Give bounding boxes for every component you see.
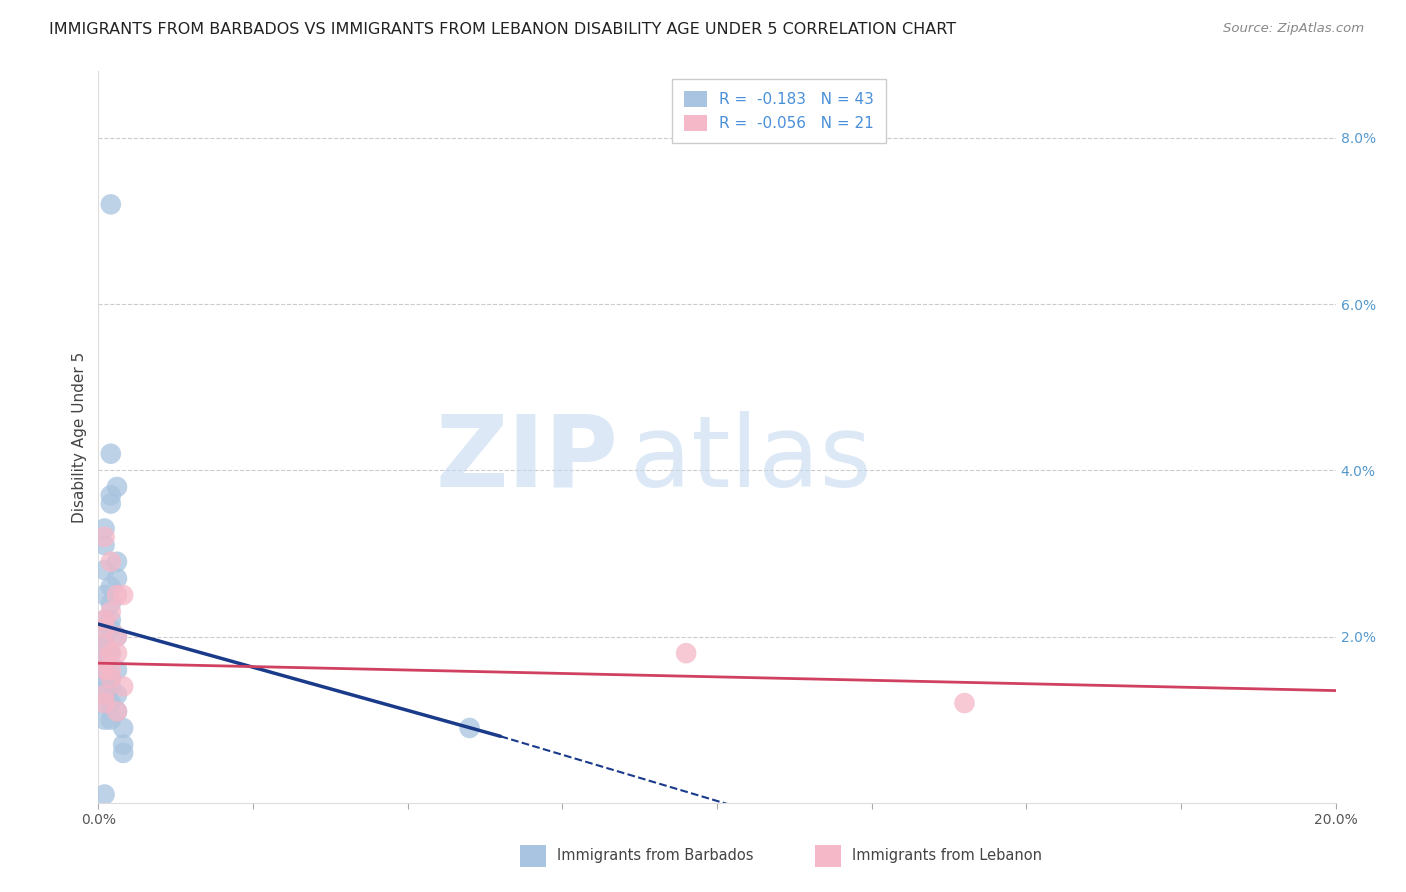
- Point: [100, 646, 122, 660]
- Point: [100, 663, 122, 677]
- Point: [100, 696, 122, 710]
- Point: [112, 721, 135, 735]
- Point: [105, 480, 128, 494]
- Point: [93, 688, 115, 702]
- Point: [93, 563, 115, 577]
- Point: [100, 671, 122, 685]
- Legend: R =  -0.183   N = 43, R =  -0.056   N = 21: R = -0.183 N = 43, R = -0.056 N = 21: [672, 79, 886, 143]
- Point: [93, 521, 115, 535]
- Point: [93, 688, 115, 702]
- Point: [112, 738, 135, 752]
- Point: [458, 721, 481, 735]
- Point: [93, 621, 115, 635]
- Point: [93, 638, 115, 652]
- Point: [105, 630, 128, 644]
- Point: [100, 605, 122, 619]
- Point: [112, 746, 135, 760]
- Text: atlas: atlas: [630, 410, 872, 508]
- Point: [93, 663, 115, 677]
- Point: [100, 713, 122, 727]
- Point: [100, 488, 122, 502]
- Point: [100, 447, 122, 461]
- Point: [93, 713, 115, 727]
- Point: [100, 555, 122, 569]
- Point: [100, 197, 122, 211]
- Point: [93, 655, 115, 669]
- Text: Immigrants from Barbados: Immigrants from Barbados: [557, 848, 754, 863]
- Point: [93, 788, 115, 802]
- Point: [93, 638, 115, 652]
- Point: [93, 613, 115, 627]
- Point: [105, 646, 128, 660]
- Point: [100, 613, 122, 627]
- Point: [100, 621, 122, 635]
- Text: Immigrants from Lebanon: Immigrants from Lebanon: [852, 848, 1042, 863]
- Point: [100, 680, 122, 694]
- Point: [100, 580, 122, 594]
- Point: [93, 646, 115, 660]
- Point: [105, 555, 128, 569]
- Point: [105, 705, 128, 719]
- Point: [93, 671, 115, 685]
- Point: [93, 696, 115, 710]
- Point: [93, 663, 115, 677]
- Point: [93, 530, 115, 544]
- Point: [953, 696, 976, 710]
- Point: [105, 663, 128, 677]
- Point: [93, 696, 115, 710]
- Point: [675, 646, 697, 660]
- Point: [112, 680, 135, 694]
- Point: [93, 588, 115, 602]
- Point: [105, 630, 128, 644]
- Point: [100, 646, 122, 660]
- Text: IMMIGRANTS FROM BARBADOS VS IMMIGRANTS FROM LEBANON DISABILITY AGE UNDER 5 CORRE: IMMIGRANTS FROM BARBADOS VS IMMIGRANTS F…: [49, 22, 956, 37]
- Point: [100, 497, 122, 511]
- Y-axis label: Disability Age Under 5: Disability Age Under 5: [72, 351, 87, 523]
- Point: [93, 688, 115, 702]
- Text: Source: ZipAtlas.com: Source: ZipAtlas.com: [1223, 22, 1364, 36]
- Text: ZIP: ZIP: [436, 410, 619, 508]
- Point: [93, 655, 115, 669]
- Point: [105, 571, 128, 585]
- Point: [105, 705, 128, 719]
- Point: [105, 588, 128, 602]
- Point: [93, 538, 115, 552]
- Point: [93, 646, 115, 660]
- Point: [93, 671, 115, 685]
- Point: [93, 663, 115, 677]
- Point: [93, 630, 115, 644]
- Point: [100, 596, 122, 610]
- Point: [112, 588, 135, 602]
- Point: [105, 688, 128, 702]
- Point: [100, 671, 122, 685]
- Point: [93, 613, 115, 627]
